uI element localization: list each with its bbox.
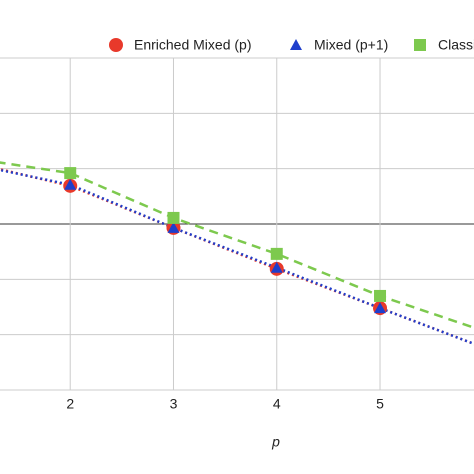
marker [167,221,180,233]
x-tick-label: 4 [273,396,281,412]
marker [64,167,77,180]
x-tick-label: 3 [170,396,178,412]
marker [167,211,180,224]
marker [414,39,426,51]
x-axis-label: p [271,434,280,450]
marker [270,247,283,260]
marker [64,178,77,190]
marker [290,39,302,50]
legend-label: Mixed (p+1) [314,37,388,53]
legend: Enriched Mixed (p) Mixed (p+1) Classical [109,37,474,53]
plot-area [0,161,474,346]
x-tick-label: 5 [376,396,384,412]
marker [374,289,387,302]
legend-label: Enriched Mixed (p) [134,37,252,53]
marker [270,261,283,273]
legend-label: Classical [438,37,474,53]
marker [109,38,123,52]
grid: 2 3 4 5 [0,57,474,412]
series-line [0,161,474,329]
marker [374,302,387,314]
x-tick-label: 2 [66,396,74,412]
